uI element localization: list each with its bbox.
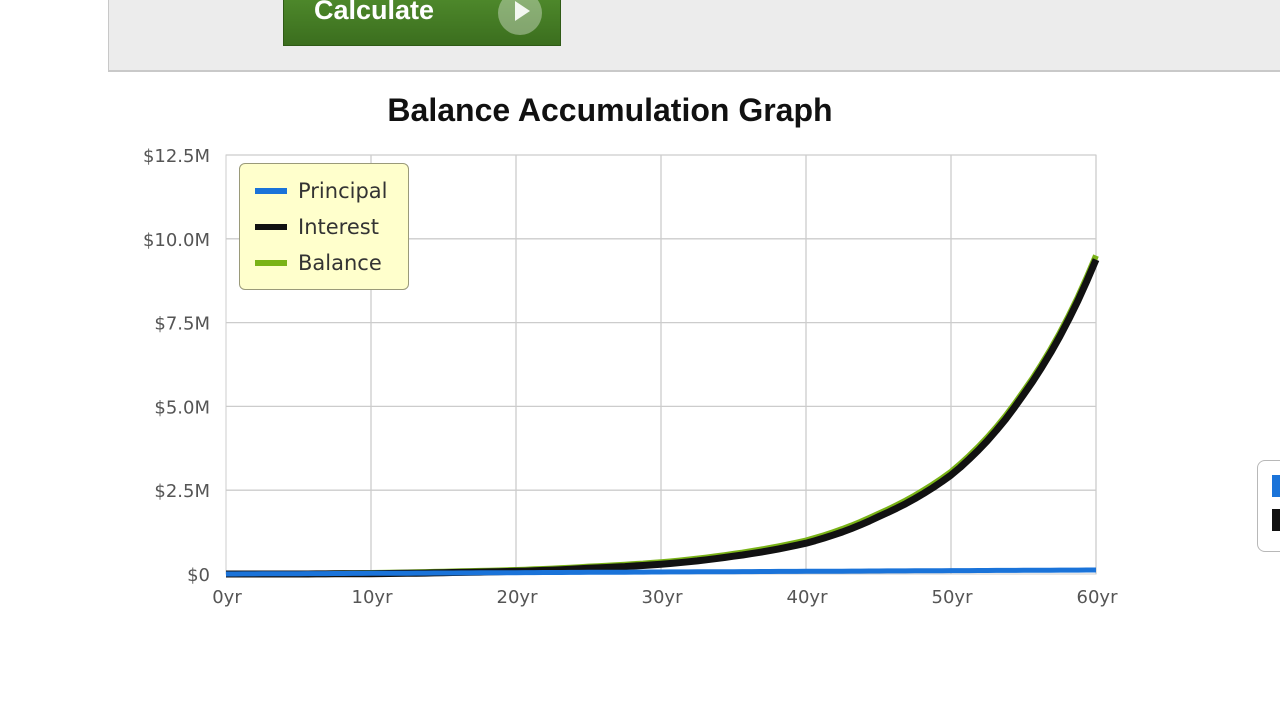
x-tick-label: 40yr — [787, 587, 829, 608]
legend-label-interest: Interest — [298, 215, 379, 239]
legend-swatch-interest — [255, 224, 287, 230]
chart-title: Balance Accumulation Graph — [387, 92, 833, 128]
x-tick-label: 0yr — [212, 587, 242, 608]
y-tick-label: $0 — [187, 565, 210, 586]
y-tick-label: $2.5M — [154, 481, 210, 502]
side-legend-widget — [1257, 460, 1280, 552]
y-tick-label: $7.5M — [154, 314, 210, 335]
y-tick-label: $5.0M — [154, 397, 210, 418]
series-line-principal — [226, 567, 1096, 577]
x-tick-label: 60yr — [1077, 587, 1119, 608]
calculate-button[interactable]: Calculate — [283, 0, 561, 46]
y-tick-label: $10.0M — [143, 230, 210, 251]
x-tick-label: 10yr — [352, 587, 394, 608]
legend-label-balance: Balance — [298, 251, 382, 275]
x-tick-label: 50yr — [932, 587, 974, 608]
chart-legend: Principal Interest Balance — [239, 163, 409, 290]
side-swatch-black — [1272, 509, 1280, 531]
x-tick-label: 20yr — [497, 587, 539, 608]
legend-label-principal: Principal — [298, 179, 388, 203]
legend-swatch-balance — [255, 260, 287, 266]
play-arrow-icon — [498, 0, 542, 35]
calculate-button-label: Calculate — [314, 0, 435, 25]
x-tick-label: 30yr — [642, 587, 684, 608]
side-swatch-blue — [1272, 475, 1280, 497]
y-tick-label: $12.5M — [143, 146, 210, 167]
legend-swatch-principal — [255, 188, 287, 194]
